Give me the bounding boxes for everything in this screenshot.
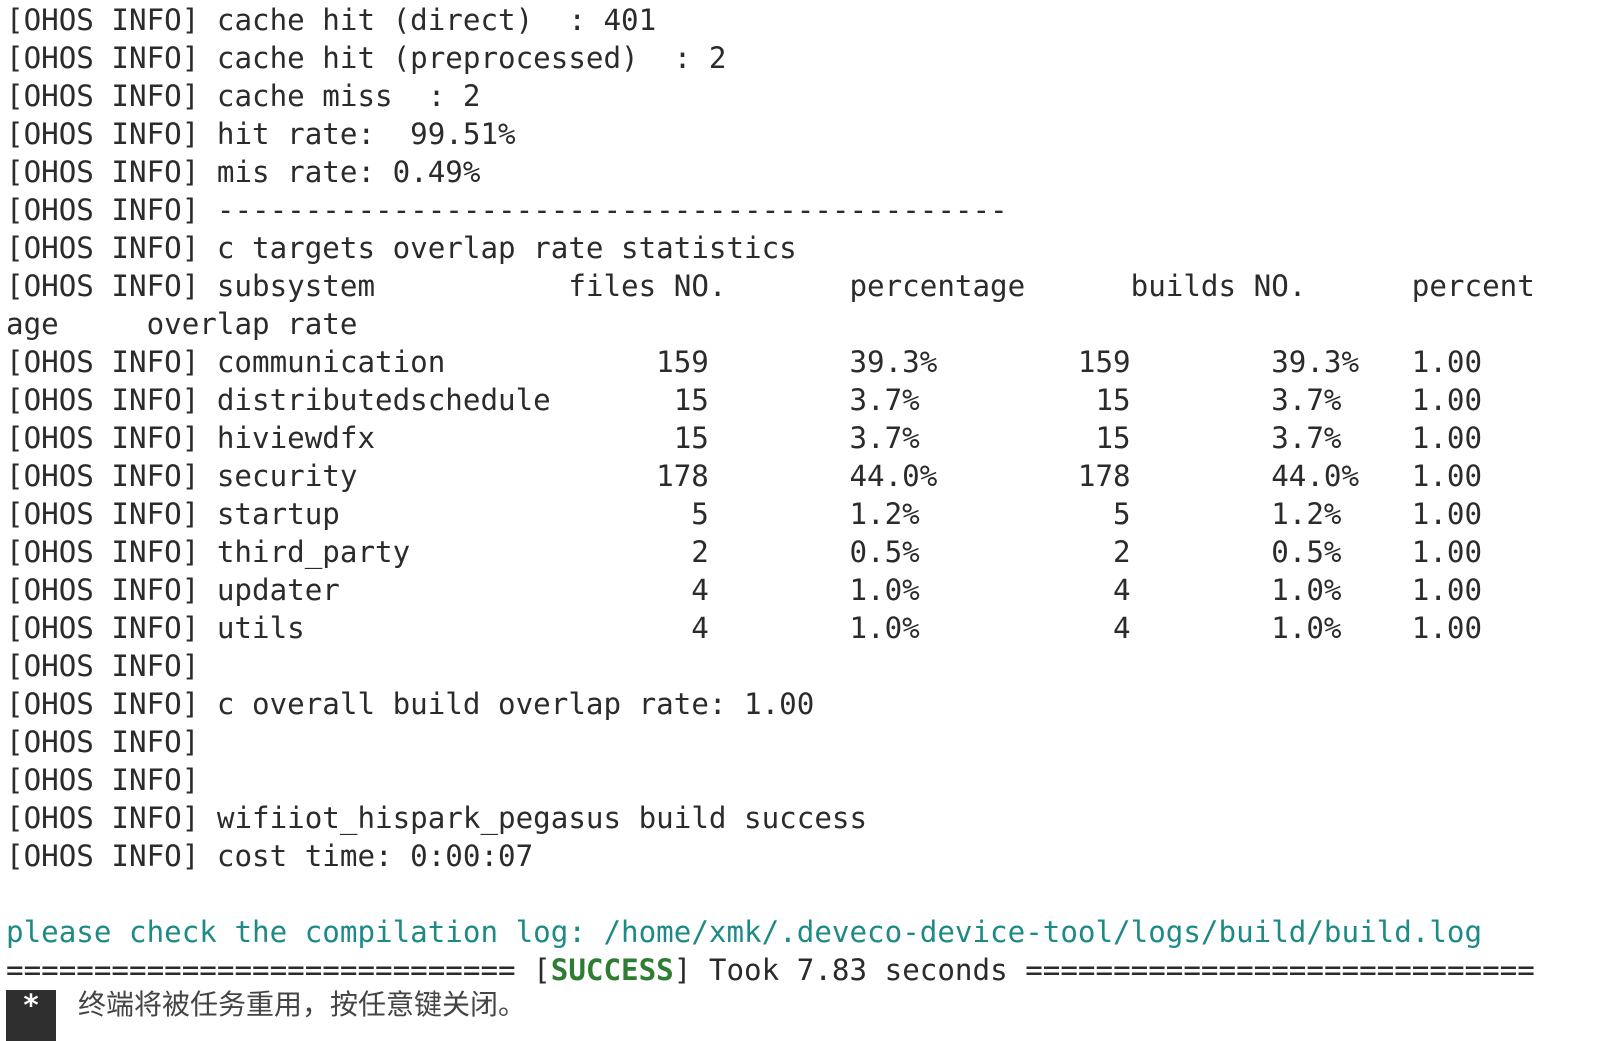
table-cell: startup bbox=[216, 497, 340, 531]
table-cell: 1.00 bbox=[1411, 535, 1483, 569]
table-cell: 44.0% bbox=[849, 459, 938, 493]
table-cell: 44.0% bbox=[1271, 459, 1360, 493]
log-line: [OHOS INFO] c overall build overlap rate… bbox=[6, 687, 815, 721]
table-cell: 1.2% bbox=[849, 497, 920, 531]
table-cell: 15 bbox=[1095, 421, 1131, 455]
table-cell: 0.5% bbox=[849, 535, 920, 569]
table-cell: [OHOS INFO] bbox=[6, 611, 200, 645]
header-cell: age bbox=[6, 307, 59, 341]
terminal-notice-bar: * 终端将被任务重用，按任意键关闭。 bbox=[0, 988, 1607, 1041]
table-cell: 1.0% bbox=[849, 573, 920, 607]
log-line: [OHOS INFO] cache hit (preprocessed) : 2 bbox=[6, 41, 727, 75]
table-cell: 3.7% bbox=[849, 421, 920, 455]
table-cell: [OHOS INFO] bbox=[6, 383, 200, 417]
table-cell: 3.7% bbox=[1271, 421, 1342, 455]
table-cell: hiviewdfx bbox=[216, 421, 376, 455]
table-cell: 5 bbox=[1113, 497, 1131, 531]
header-cell: [OHOS INFO] bbox=[6, 269, 200, 303]
table-cell: [OHOS INFO] bbox=[6, 459, 200, 493]
table-cell: 178 bbox=[656, 459, 709, 493]
header-cell: overlap rate bbox=[146, 307, 358, 341]
table-cell: 3.7% bbox=[849, 383, 920, 417]
log-hint: please check the compilation log: /home/… bbox=[6, 915, 1483, 949]
table-cell: utils bbox=[216, 611, 305, 645]
log-line: [OHOS INFO] bbox=[6, 649, 200, 683]
table-cell: 2 bbox=[691, 535, 709, 569]
log-line: [OHOS INFO] c targets overlap rate stati… bbox=[6, 231, 797, 265]
notice-icon: * bbox=[6, 990, 56, 1041]
table-cell: 4 bbox=[691, 573, 709, 607]
result-prefix: ============================= [ bbox=[6, 953, 551, 987]
result-line: ============================= [SUCCESS] … bbox=[6, 951, 1535, 989]
table-cell: 0.5% bbox=[1271, 535, 1342, 569]
table-cell: 39.3% bbox=[849, 345, 938, 379]
table-cell: [OHOS INFO] bbox=[6, 421, 200, 455]
table-cell: 4 bbox=[1113, 611, 1131, 645]
log-line: [OHOS INFO] cost time: 0:00:07 bbox=[6, 839, 534, 873]
table-cell: 1.00 bbox=[1411, 497, 1483, 531]
table-cell: [OHOS INFO] bbox=[6, 497, 200, 531]
log-line: [OHOS INFO] bbox=[6, 763, 200, 797]
table-cell: 159 bbox=[656, 345, 709, 379]
table-cell: [OHOS INFO] bbox=[6, 345, 200, 379]
result-status: SUCCESS bbox=[550, 953, 674, 987]
table-cell: 3.7% bbox=[1271, 383, 1342, 417]
notice-text: 终端将被任务重用，按任意键关闭。 bbox=[78, 988, 527, 1021]
log-line: [OHOS INFO] cache miss : 2 bbox=[6, 79, 481, 113]
table-cell: updater bbox=[216, 573, 340, 607]
table-cell: 1.00 bbox=[1411, 383, 1483, 417]
header-cell: percentage bbox=[849, 269, 1026, 303]
table-cell: 1.00 bbox=[1411, 459, 1483, 493]
table-cell: 15 bbox=[673, 421, 709, 455]
header-cell: builds NO. bbox=[1130, 269, 1307, 303]
table-cell: 1.0% bbox=[1271, 573, 1342, 607]
table-cell: 1.2% bbox=[1271, 497, 1342, 531]
table-cell: 5 bbox=[691, 497, 709, 531]
table-cell: 159 bbox=[1077, 345, 1131, 379]
table-cell: 1.00 bbox=[1411, 345, 1483, 379]
header-cell: subsystem bbox=[216, 269, 376, 303]
table-cell: third_party bbox=[216, 535, 411, 569]
table-cell: 1.00 bbox=[1411, 421, 1483, 455]
table-cell: distributedschedule bbox=[216, 383, 551, 417]
header-cell: files NO. bbox=[568, 269, 727, 303]
table-cell: 4 bbox=[1113, 573, 1131, 607]
table-cell: 15 bbox=[673, 383, 709, 417]
table-cell: 39.3% bbox=[1271, 345, 1360, 379]
table-cell: communication bbox=[216, 345, 446, 379]
table-cell: 1.00 bbox=[1411, 573, 1483, 607]
table-cell: 1.00 bbox=[1411, 611, 1483, 645]
log-line: [OHOS INFO] mis rate: 0.49% bbox=[6, 155, 481, 189]
table-cell: 1.0% bbox=[849, 611, 920, 645]
table-cell: 178 bbox=[1077, 459, 1131, 493]
log-line: [OHOS INFO] hit rate: 99.51% bbox=[6, 117, 516, 151]
log-line: [OHOS INFO] cache hit (direct) : 401 bbox=[6, 3, 657, 37]
log-line: [OHOS INFO] bbox=[6, 725, 200, 759]
table-cell: 2 bbox=[1113, 535, 1131, 569]
table-cell: [OHOS INFO] bbox=[6, 573, 200, 607]
table-cell: 4 bbox=[691, 611, 709, 645]
header-cell: percent bbox=[1411, 269, 1535, 303]
table-cell: security bbox=[216, 459, 358, 493]
table-cell: [OHOS INFO] bbox=[6, 535, 200, 569]
log-line: [OHOS INFO] wifiiot_hispark_pegasus buil… bbox=[6, 801, 868, 835]
table-cell: 1.0% bbox=[1271, 611, 1342, 645]
log-line: [OHOS INFO] ----------------------------… bbox=[6, 193, 1008, 227]
table-cell: 15 bbox=[1095, 383, 1131, 417]
result-suffix: ] Took 7.83 seconds ====================… bbox=[673, 953, 1535, 987]
